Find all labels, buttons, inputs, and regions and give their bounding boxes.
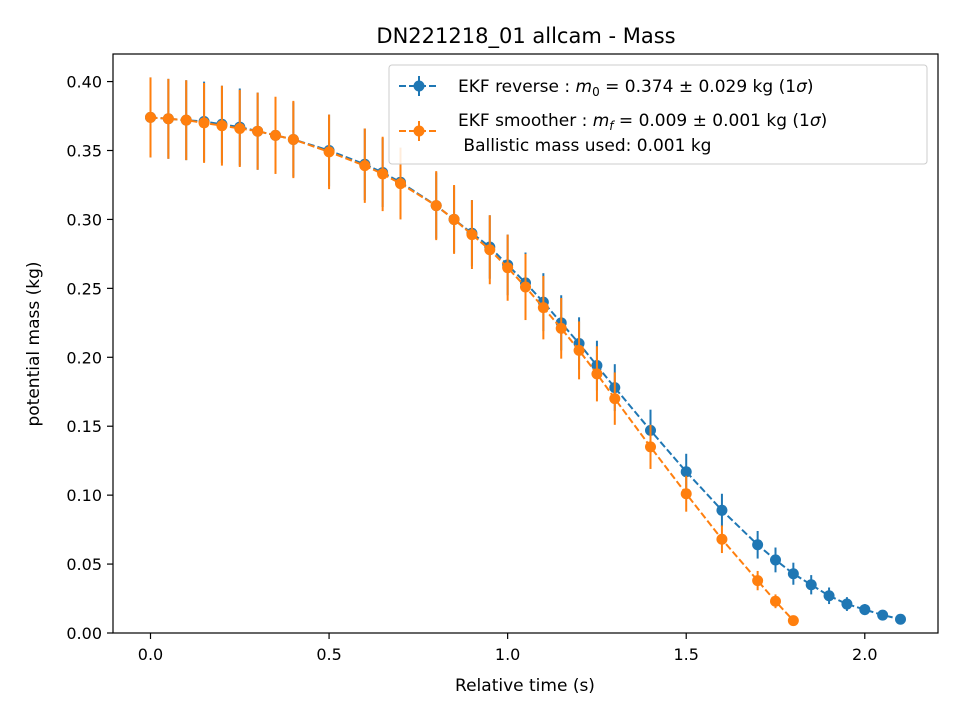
y-tick-label: 0.05: [66, 555, 102, 574]
legend-marker-ekf-reverse: [413, 80, 425, 92]
data-point-ekf-reverse: [877, 609, 889, 621]
data-point-ekf-smoother: [216, 120, 228, 132]
data-point-ekf-smoother: [555, 322, 567, 334]
data-point-ekf-smoother: [770, 595, 781, 607]
y-axis-ticks: 0.00 0.05 0.10 0.15 0.20 0.25 0.30 0.35 0.40: [66, 73, 113, 643]
legend-label-ballistic-mass: Ballistic mass used: 0.001 kg: [458, 136, 711, 156]
data-point-ekf-smoother: [520, 281, 531, 293]
data-point-ekf-reverse: [752, 539, 764, 551]
legend-entry-ekf-reverse: EKF reverse : m0 = 0.374 ± 0.029 kg (1σ): [399, 76, 813, 99]
data-point-ekf-smoother: [162, 113, 174, 125]
data-point-ekf-smoother: [466, 229, 478, 241]
x-tick-label: 0.0: [138, 645, 163, 664]
data-point-ekf-reverse: [895, 613, 906, 625]
y-tick-label: 0.30: [66, 210, 102, 229]
data-point-ekf-reverse: [716, 504, 728, 516]
legend-marker-ekf-smoother: [413, 125, 425, 137]
data-point-ekf-smoother: [448, 213, 460, 225]
y-tick-label: 0.25: [66, 279, 102, 298]
plot-frame: [112, 53, 939, 634]
chart-title: DN221218_01 allcam - Mass: [376, 24, 675, 49]
data-point-ekf-reverse: [770, 554, 781, 566]
data-point-ekf-smoother: [270, 129, 281, 141]
data-point-ekf-smoother: [573, 344, 585, 356]
data-point-ekf-smoother: [787, 615, 799, 627]
legend-box: [388, 64, 928, 165]
data-point-ekf-reverse: [805, 579, 817, 591]
series-line-ekf-reverse: [150, 116, 901, 621]
data-point-ekf-smoother: [377, 168, 389, 180]
data-point-ekf-smoother: [537, 302, 549, 314]
series-layer: [145, 77, 906, 627]
data-point-ekf-smoother: [180, 114, 192, 126]
data-point-ekf-smoother: [145, 111, 156, 123]
data-point-ekf-smoother: [591, 368, 603, 380]
data-point-ekf-reverse: [841, 598, 853, 610]
data-point-ekf-smoother: [484, 244, 496, 256]
x-tick-label: 1.0: [495, 645, 520, 664]
series-ekf-smoother: [145, 77, 799, 627]
data-point-ekf-smoother: [645, 441, 656, 453]
data-point-ekf-smoother: [234, 122, 246, 134]
data-point-ekf-smoother: [430, 200, 442, 212]
data-point-ekf-smoother: [252, 125, 264, 137]
legend-entry-ekf-smoother: EKF smoother : mf = 0.009 ± 0.001 kg (1σ…: [399, 111, 827, 156]
x-tick-label: 1.5: [673, 645, 698, 664]
data-point-ekf-smoother: [680, 488, 692, 500]
x-tick-label: 0.5: [316, 645, 341, 664]
data-point-ekf-smoother: [502, 262, 514, 274]
x-axis-label: Relative time (s): [455, 676, 595, 696]
y-tick-label: 0.00: [66, 624, 102, 643]
data-point-ekf-smoother: [359, 160, 371, 172]
data-point-ekf-smoother: [752, 575, 764, 587]
series-line-ekf-smoother: [150, 116, 795, 622]
data-point-ekf-smoother: [198, 117, 210, 129]
data-point-ekf-smoother: [395, 178, 406, 190]
data-point-ekf-smoother: [609, 393, 621, 405]
data-point-ekf-reverse: [680, 466, 692, 478]
data-point-ekf-smoother: [287, 133, 299, 145]
data-point-ekf-smoother: [716, 533, 728, 545]
y-tick-label: 0.35: [66, 142, 102, 161]
data-point-ekf-smoother: [323, 146, 335, 158]
legend-label-ekf-reverse: EKF reverse : m0 = 0.374 ± 0.029 kg (1σ): [458, 77, 813, 99]
legend: EKF reverse : m0 = 0.374 ± 0.029 kg (1σ)…: [388, 64, 928, 165]
y-tick-label: 0.15: [66, 417, 102, 436]
y-tick-label: 0.40: [66, 73, 102, 92]
data-point-ekf-reverse: [823, 590, 835, 602]
x-axis-ticks: 0.0 0.5 1.0 1.5 2.0: [138, 633, 878, 664]
y-tick-label: 0.10: [66, 486, 102, 505]
y-tick-label: 0.20: [66, 348, 102, 367]
y-axis-label: potential mass (kg): [24, 261, 44, 426]
data-point-ekf-reverse: [859, 604, 871, 616]
x-tick-label: 2.0: [852, 645, 877, 664]
data-point-ekf-reverse: [787, 568, 799, 580]
legend-label-ekf-smoother: EKF smoother : mf = 0.009 ± 0.001 kg (1σ…: [458, 111, 827, 133]
